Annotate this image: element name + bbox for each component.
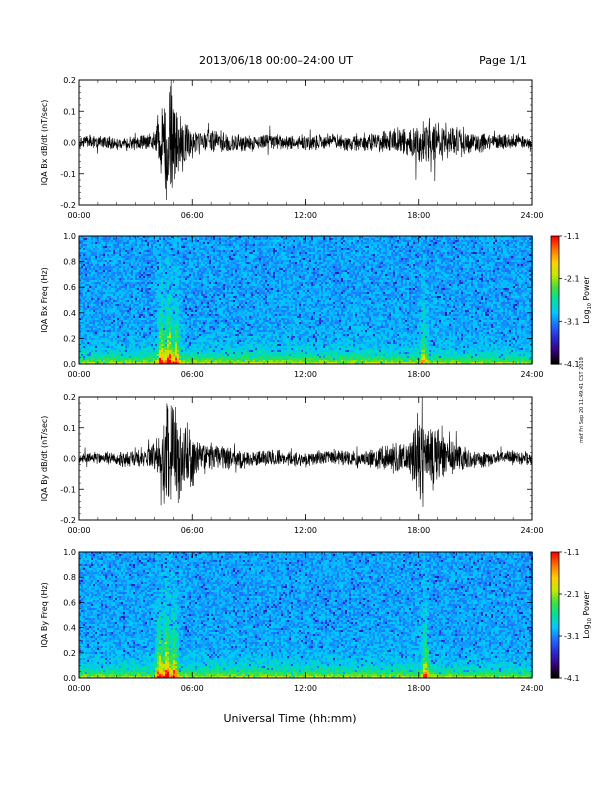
- spectrogram-cells: [79, 236, 533, 364]
- x-tick-label: 18:00: [407, 526, 430, 535]
- x-tick-label: 12:00: [294, 211, 317, 220]
- x-tick-label: 18:00: [407, 211, 430, 220]
- page-number: Page 1/1: [479, 54, 527, 67]
- y-tick-label: 0.0: [63, 674, 76, 683]
- x-tick-label: 00:00: [67, 211, 90, 220]
- waveform-trace: [78, 79, 533, 201]
- x-tick-label: 00:00: [67, 370, 90, 379]
- x-tick-label: 06:00: [181, 370, 204, 379]
- y-tick-label: 0.2: [63, 334, 76, 343]
- spectrogram-cells: [79, 552, 533, 678]
- y-axis-label: IQA By Freq (Hz): [40, 582, 49, 648]
- x-tick-label: 06:00: [181, 211, 204, 220]
- colorbar-tick-label: -3.1: [564, 632, 580, 641]
- x-tick-label: 24:00: [520, 684, 543, 693]
- y-axis-label: IQA Bx dB/dt (nT/sec): [40, 100, 49, 186]
- x-tick-label: 18:00: [407, 684, 430, 693]
- colorbar-tick-label: -3.1: [564, 317, 580, 326]
- x-tick-label: 12:00: [294, 684, 317, 693]
- colorbar-tick-label: -4.1: [564, 674, 580, 683]
- colorbar: [551, 552, 559, 679]
- y-tick-label: 0.2: [63, 76, 76, 85]
- y-tick-label: -0.1: [60, 485, 76, 494]
- y-tick-label: 0.1: [63, 107, 76, 116]
- y-tick-label: 0.8: [63, 573, 76, 582]
- y-tick-label: 0.2: [63, 393, 76, 402]
- y-tick-label: 0.1: [63, 424, 76, 433]
- y-tick-label: 0.4: [63, 624, 76, 633]
- colorbar-frame: [550, 235, 560, 365]
- y-tick-label: -0.2: [60, 516, 76, 525]
- waveform-trace: [78, 397, 533, 507]
- y-tick-label: 0.2: [63, 649, 76, 658]
- colorbar-label: Log10 Power: [582, 276, 593, 324]
- page-title: 2013/06/18 00:00–24:00 UT: [199, 54, 353, 67]
- y-tick-label: 0.4: [63, 309, 76, 318]
- y-tick-label: 0.0: [63, 360, 76, 369]
- colorbar-tick-label: -1.1: [564, 548, 580, 557]
- y-tick-label: 0.0: [63, 455, 76, 464]
- x-tick-label: 00:00: [67, 526, 90, 535]
- y-axis-label: IQA Bx Freq (Hz): [40, 267, 49, 333]
- colorbar-label-tail: Power: [582, 276, 591, 303]
- x-tick-label: 18:00: [407, 370, 430, 379]
- timestamp-stamp: mkf Fri Sep 20 11:49:41 CST 2019: [579, 357, 585, 443]
- x-tick-label: 12:00: [294, 526, 317, 535]
- y-tick-label: 0.6: [63, 598, 76, 607]
- y-tick-label: 0.0: [63, 139, 76, 148]
- colorbar-label-subscript: 10: [587, 303, 593, 309]
- colorbar-tick-label: -2.1: [564, 275, 580, 284]
- colorbar-label-tail: Power: [582, 591, 591, 618]
- x-tick-label: 06:00: [181, 526, 204, 535]
- x-tick-label: 00:00: [67, 684, 90, 693]
- y-tick-label: 0.8: [63, 258, 76, 267]
- colorbar-tick-label: -1.1: [564, 232, 580, 241]
- colorbar-label: Log10 Power: [582, 591, 593, 639]
- colorbar-tick-label: -2.1: [564, 590, 580, 599]
- y-tick-label: 1.0: [63, 232, 76, 241]
- y-tick-label: 0.6: [63, 283, 76, 292]
- x-tick-label: 24:00: [520, 526, 543, 535]
- x-tick-label: 12:00: [294, 370, 317, 379]
- y-tick-label: -0.2: [60, 201, 76, 210]
- colorbar-label-subscript: 10: [587, 618, 593, 624]
- colorbar-tick-label: -4.1: [564, 360, 580, 369]
- x-tick-label: 24:00: [520, 211, 543, 220]
- colorbar: [551, 236, 559, 365]
- y-tick-label: 1.0: [63, 548, 76, 557]
- x-tick-label: 06:00: [181, 684, 204, 693]
- y-axis-label: IQA By dB/dt (nT/sec): [40, 416, 49, 502]
- x-tick-label: 24:00: [520, 370, 543, 379]
- colorbar-frame: [550, 551, 560, 679]
- colorbar-label-main: Log: [582, 309, 591, 323]
- y-tick-label: -0.1: [60, 170, 76, 179]
- x-axis-label: Universal Time (hh:mm): [224, 712, 357, 725]
- colorbar-label-main: Log: [582, 624, 591, 638]
